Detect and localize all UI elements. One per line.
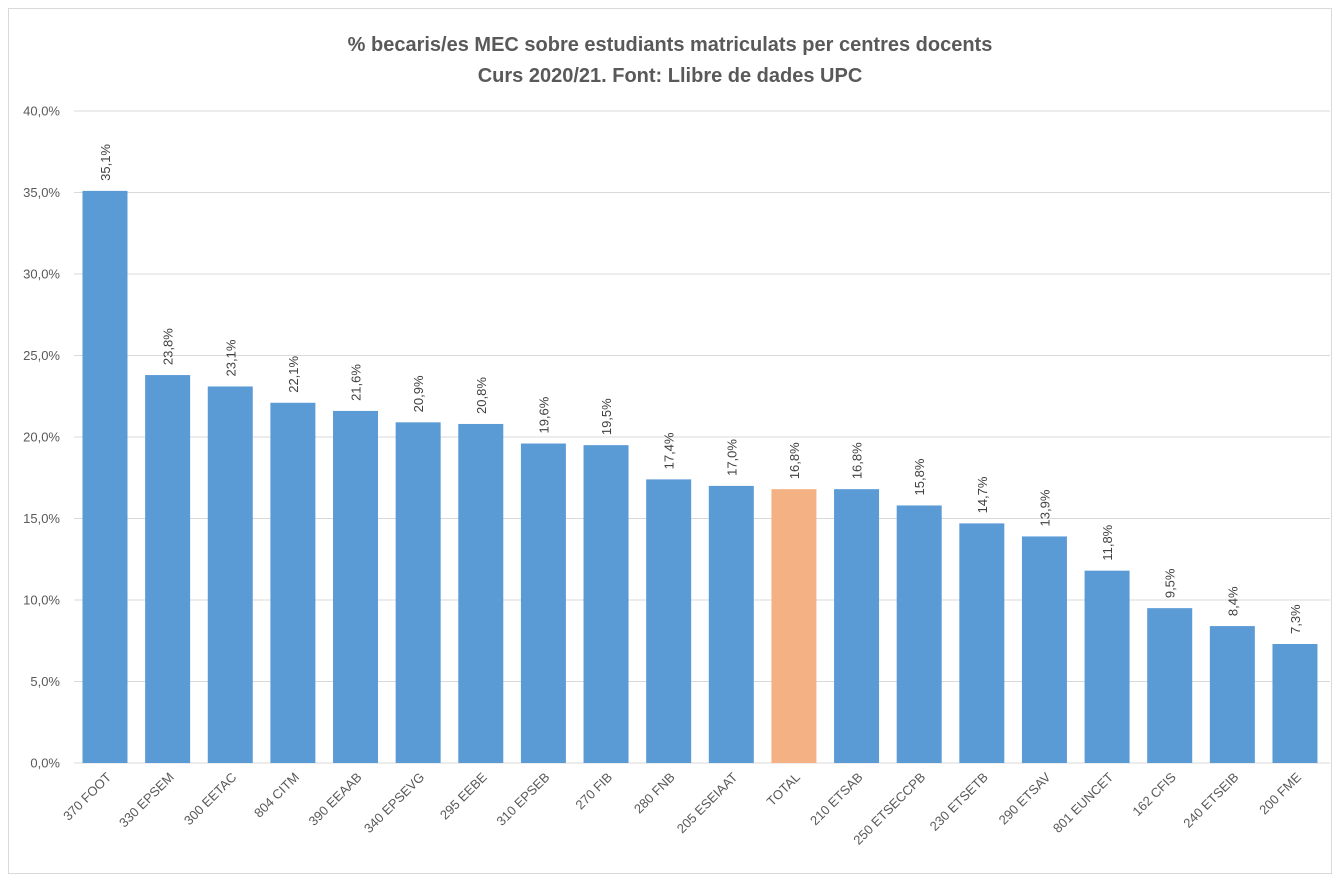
category-label: 200 FME — [1256, 769, 1304, 817]
bar — [708, 485, 754, 763]
category-label: 162 CFIS — [1129, 769, 1179, 819]
bar — [1147, 608, 1193, 763]
data-label: 20,9% — [411, 375, 426, 412]
bar — [82, 190, 128, 763]
y-tick-label: 0,0% — [30, 756, 60, 771]
bar — [834, 489, 880, 763]
bar — [1209, 626, 1255, 763]
y-tick-label: 30,0% — [23, 267, 60, 282]
category-label: 230 ETSETB — [927, 770, 991, 834]
category-label: 290 ETSAV — [996, 769, 1054, 827]
data-label: 19,5% — [599, 398, 614, 435]
bar — [583, 445, 629, 763]
category-label: 240 ETSEIB — [1180, 770, 1241, 831]
bar — [333, 410, 379, 763]
chart-subtitle: Curs 2020/21. Font: Llibre de dades UPC — [478, 65, 863, 87]
bars — [82, 190, 1318, 763]
data-label: 7,3% — [1288, 604, 1303, 634]
chart-title: % becaris/es MEC sobre estudiants matric… — [348, 34, 993, 56]
category-label: 270 FIB — [572, 770, 615, 813]
y-tick-label: 5,0% — [30, 674, 60, 689]
data-label: 9,5% — [1163, 568, 1178, 598]
bar — [771, 489, 817, 763]
data-label: 13,9% — [1037, 489, 1052, 526]
data-label: 19,6% — [536, 396, 551, 433]
bar — [896, 505, 942, 763]
data-label: 23,1% — [223, 339, 238, 376]
y-axis-ticks: 0,0% 5,0% 10,0% 15,0% 20,0% 25,0% 30,0% 35,0% 40… — [23, 104, 60, 771]
bar — [646, 479, 692, 763]
category-label: 330 EPSEM — [116, 770, 177, 831]
data-label: 8,4% — [1225, 586, 1240, 616]
bar — [270, 402, 316, 763]
category-label: 205 ESEIAAT — [674, 769, 741, 836]
category-label: TOTAL — [764, 770, 803, 809]
y-tick-label: 20,0% — [23, 430, 60, 445]
data-label: 21,6% — [349, 364, 364, 401]
category-label: 804 CITM — [251, 770, 302, 821]
category-label: 340 EPSEVG — [361, 770, 427, 836]
data-label: 11,8% — [1100, 524, 1115, 560]
data-label: 15,8% — [912, 458, 927, 495]
data-label: 22,1% — [286, 355, 301, 392]
y-tick-label: 35,0% — [23, 185, 60, 200]
category-label: 295 EEBE — [437, 769, 490, 822]
category-label: 280 FNB — [631, 770, 678, 817]
y-tick-label: 25,0% — [23, 348, 60, 363]
gridlines — [74, 110, 1330, 764]
data-labels: 35,1% 23,8% 23,1% 22,1% 21,6% 20,9% 20,8% 19,6%… — [98, 144, 1303, 634]
y-tick-label: 10,0% — [23, 593, 60, 608]
data-label: 17,0% — [724, 439, 739, 476]
data-label: 16,8% — [787, 442, 802, 479]
bar — [145, 375, 191, 763]
bar — [458, 423, 504, 763]
data-label: 16,8% — [850, 442, 865, 479]
bar — [520, 443, 566, 763]
category-label: 801 EUNCET — [1050, 769, 1116, 835]
bar — [959, 523, 1005, 763]
y-tick-label: 40,0% — [23, 104, 60, 119]
category-label: 300 EETAC — [181, 770, 239, 828]
bar — [1272, 644, 1318, 763]
category-label: 210 ETSAB — [807, 770, 866, 829]
y-tick-label: 15,0% — [23, 511, 60, 526]
bar — [1084, 570, 1130, 763]
data-label: 14,7% — [975, 476, 990, 513]
category-labels: 370 FOOT 330 EPSEM 300 EETAC 804 CITM 390 EE… — [60, 769, 1304, 847]
category-label: 390 EEAAB — [305, 770, 364, 829]
data-label: 35,1% — [98, 144, 113, 181]
bar — [395, 422, 441, 763]
category-label: 370 FOOT — [60, 769, 114, 823]
category-label: 310 EPSEB — [493, 770, 552, 829]
bar — [1021, 536, 1067, 763]
bar — [207, 386, 253, 763]
data-label: 20,8% — [474, 377, 489, 414]
data-label: 23,8% — [161, 328, 176, 365]
data-label: 17,4% — [662, 432, 677, 469]
